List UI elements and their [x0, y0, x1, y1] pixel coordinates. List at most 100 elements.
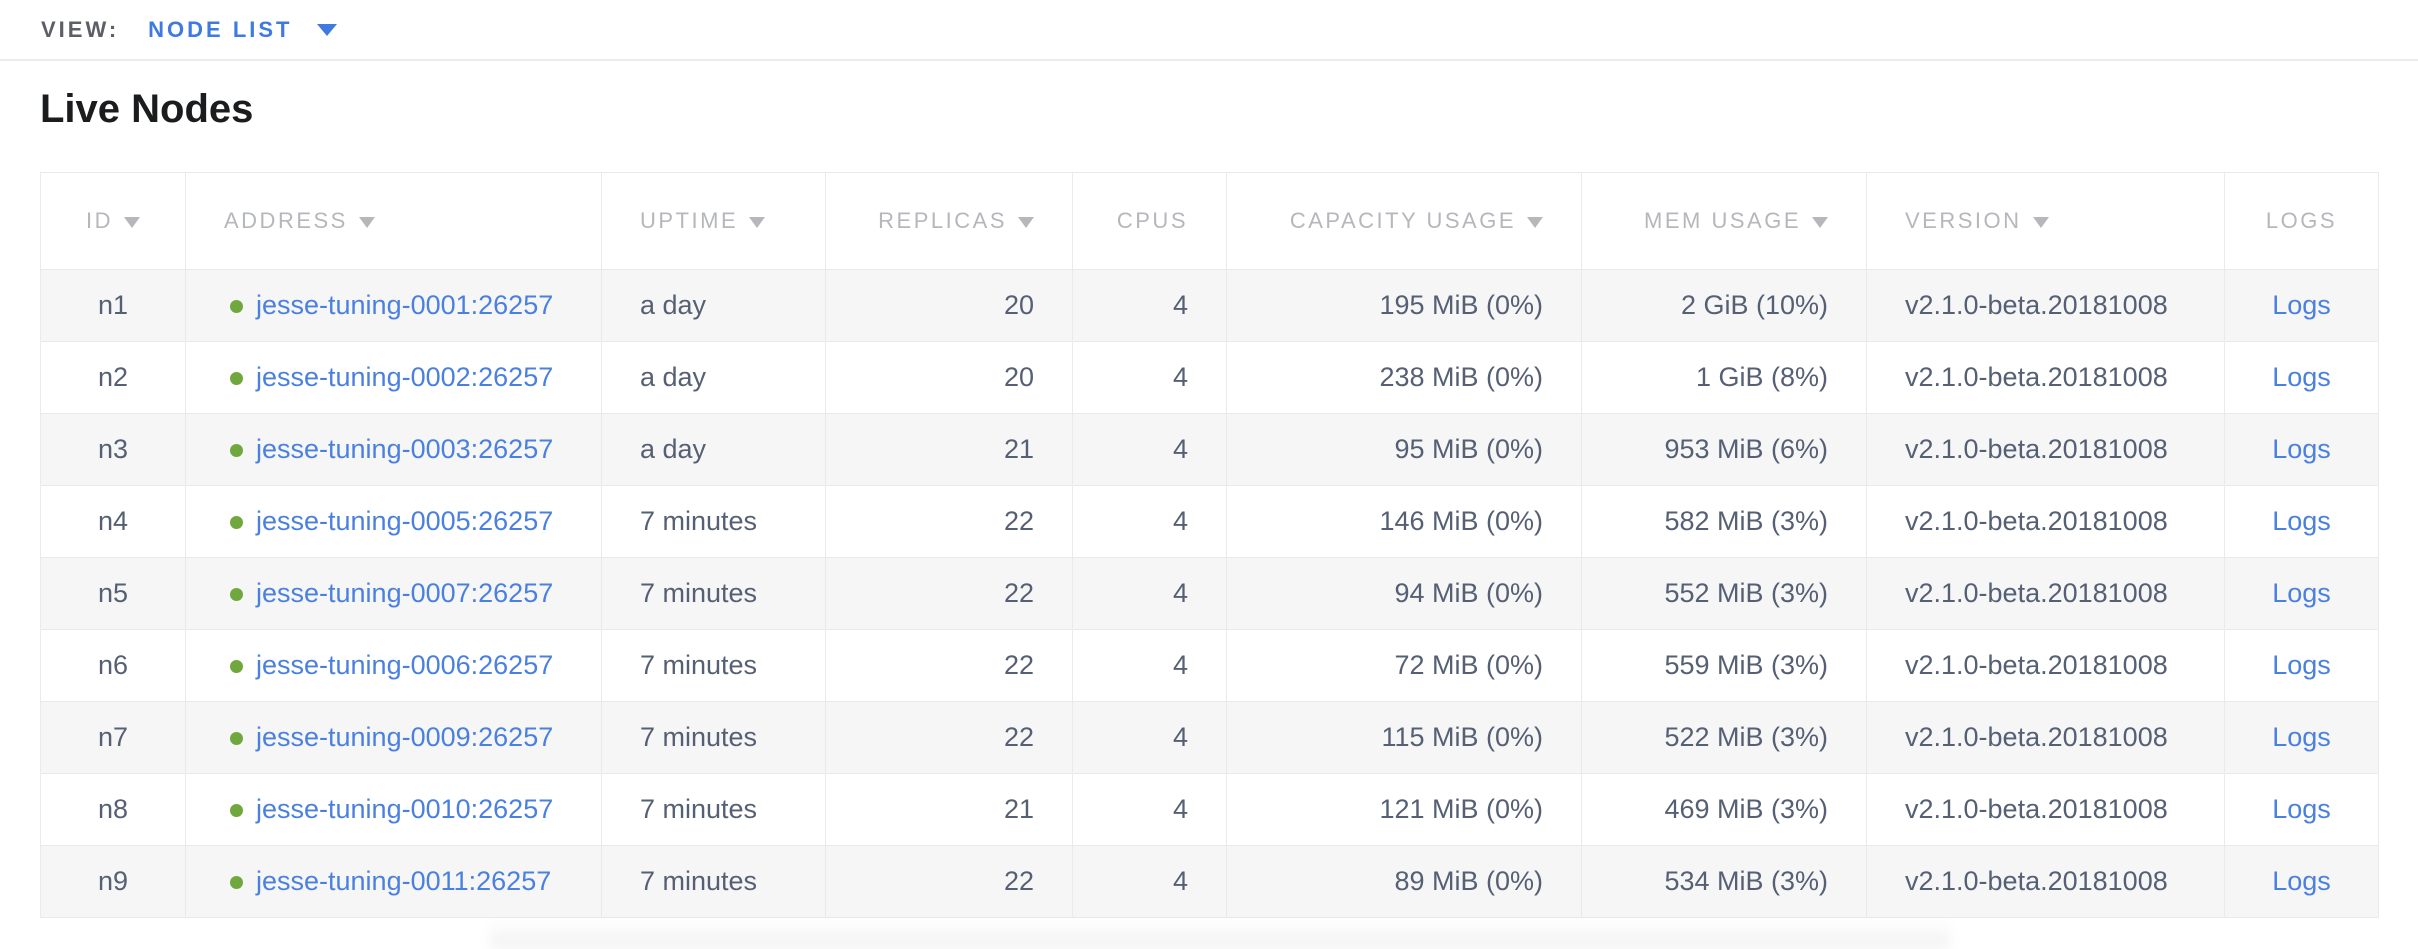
logs-link[interactable]: Logs: [2272, 794, 2331, 824]
cell-value: a day: [640, 434, 707, 464]
cell-value: 7 minutes: [640, 794, 758, 824]
cell-value: 72 MiB (0%): [1394, 650, 1543, 680]
cell-value: 21: [1003, 794, 1034, 824]
column-header-logs: LOGS: [2224, 172, 2379, 270]
cell-value: n2: [97, 362, 129, 392]
sort-desc-icon: [1527, 217, 1543, 228]
cell-capacity: 121 MiB (0%): [1226, 773, 1582, 846]
cell-mem: 552 MiB (3%): [1581, 557, 1867, 630]
cell-value: 4: [1172, 650, 1188, 680]
logs-link[interactable]: Logs: [2272, 650, 2331, 680]
table-row: n3 jesse-tuning-0003:26257 a day 21 4 95 MiB …: [40, 413, 2379, 486]
logs-link[interactable]: Logs: [2272, 578, 2331, 608]
node-address-link[interactable]: jesse-tuning-0005:26257: [256, 506, 554, 536]
cell-value: 95 MiB (0%): [1394, 434, 1543, 464]
column-header-id[interactable]: ID: [40, 172, 186, 270]
cell-capacity: 94 MiB (0%): [1226, 557, 1582, 630]
cell-value: 22: [1003, 506, 1034, 536]
column-header-label: LOGS: [2265, 208, 2338, 233]
cell-value: 953 MiB (6%): [1664, 434, 1828, 464]
sort-desc-icon: [124, 217, 140, 228]
cell-logs: Logs: [2224, 845, 2379, 918]
cell-mem: 559 MiB (3%): [1581, 629, 1867, 702]
table-row: n7 jesse-tuning-0009:26257 7 minutes 22 4 115…: [40, 701, 2379, 774]
node-address-link[interactable]: jesse-tuning-0007:26257: [256, 578, 554, 608]
node-address-link[interactable]: jesse-tuning-0006:26257: [256, 650, 554, 680]
table-row: n6 jesse-tuning-0006:26257 7 minutes 22 4 72 …: [40, 629, 2379, 702]
column-header-uptime[interactable]: UPTIME: [601, 172, 826, 270]
table-row: n1 jesse-tuning-0001:26257 a day 20 4 195 MiB…: [40, 269, 2379, 342]
logs-link[interactable]: Logs: [2272, 434, 2331, 464]
view-selector-dropdown[interactable]: NODE LIST: [148, 17, 337, 43]
column-header-address[interactable]: ADDRESS: [185, 172, 602, 270]
cell-version: v2.1.0-beta.20181008: [1866, 341, 2225, 414]
column-header-capacity[interactable]: CAPACITY USAGE: [1226, 172, 1582, 270]
node-status-dot: [230, 588, 243, 601]
cell-value: v2.1.0-beta.20181008: [1905, 290, 2168, 320]
cell-value: 20: [1003, 362, 1034, 392]
node-address-link[interactable]: jesse-tuning-0010:26257: [256, 794, 554, 824]
node-status-dot: [230, 660, 243, 673]
cell-value: 559 MiB (3%): [1664, 650, 1828, 680]
cell-value: 22: [1003, 578, 1034, 608]
sort-desc-icon: [1812, 217, 1828, 228]
cell-value: 146 MiB (0%): [1379, 506, 1543, 536]
cell-cpus: 4: [1072, 629, 1227, 702]
cell-cpus: 4: [1072, 701, 1227, 774]
cell-uptime: a day: [601, 341, 826, 414]
cell-value: 1 GiB (8%): [1695, 362, 1828, 392]
cell-logs: Logs: [2224, 485, 2379, 558]
table-header-row: ID ADDRESS UPTIME REPLICAS CPUS CAPACITY USAG…: [40, 172, 2379, 270]
logs-link[interactable]: Logs: [2272, 722, 2331, 752]
cell-value: 4: [1172, 722, 1188, 752]
cell-version: v2.1.0-beta.20181008: [1866, 701, 2225, 774]
cell-capacity: 195 MiB (0%): [1226, 269, 1582, 342]
column-header-label: UPTIME: [640, 208, 739, 233]
cell-mem: 1 GiB (8%): [1581, 341, 1867, 414]
column-header-version[interactable]: VERSION: [1866, 172, 2225, 270]
logs-link[interactable]: Logs: [2272, 866, 2331, 896]
node-address-link[interactable]: jesse-tuning-0011:26257: [256, 866, 552, 896]
cell-id: n6: [40, 629, 186, 702]
node-status-dot: [230, 372, 243, 385]
node-address-link[interactable]: jesse-tuning-0009:26257: [256, 722, 554, 752]
column-header-label: VERSION: [1905, 208, 2022, 233]
node-address-link[interactable]: jesse-tuning-0002:26257: [256, 362, 554, 392]
cell-value: n8: [97, 794, 129, 824]
cell-value: 7 minutes: [640, 722, 758, 752]
cell-value: 4: [1172, 434, 1188, 464]
cell-value: n9: [97, 866, 129, 896]
chevron-down-icon: [316, 23, 337, 36]
logs-link[interactable]: Logs: [2272, 362, 2331, 392]
cell-value: 2 GiB (10%): [1680, 290, 1828, 320]
table-row: n8 jesse-tuning-0010:26257 7 minutes 21 4 121…: [40, 773, 2379, 846]
cell-uptime: 7 minutes: [601, 485, 826, 558]
cell-cpus: 4: [1072, 845, 1227, 918]
node-address-link[interactable]: jesse-tuning-0001:26257: [256, 290, 554, 320]
column-header-replicas[interactable]: REPLICAS: [825, 172, 1073, 270]
cell-address: jesse-tuning-0010:26257: [185, 773, 602, 846]
cell-mem: 469 MiB (3%): [1581, 773, 1867, 846]
cell-value: 238 MiB (0%): [1379, 362, 1543, 392]
cell-value: v2.1.0-beta.20181008: [1905, 866, 2168, 896]
cell-cpus: 4: [1072, 485, 1227, 558]
column-header-label: REPLICAS: [878, 208, 1007, 233]
table-row: n5 jesse-tuning-0007:26257 7 minutes 22 4 94 …: [40, 557, 2379, 630]
cell-address: jesse-tuning-0001:26257: [185, 269, 602, 342]
cell-uptime: 7 minutes: [601, 773, 826, 846]
cell-value: a day: [640, 290, 707, 320]
column-header-mem[interactable]: MEM USAGE: [1581, 172, 1867, 270]
cell-replicas: 20: [825, 341, 1073, 414]
cell-replicas: 22: [825, 557, 1073, 630]
node-status-dot: [230, 732, 243, 745]
cell-value: 115 MiB (0%): [1381, 722, 1543, 752]
node-address-link[interactable]: jesse-tuning-0003:26257: [256, 434, 554, 464]
sort-desc-icon: [358, 217, 375, 228]
column-header-label: CPUS: [1116, 208, 1188, 233]
cell-replicas: 20: [825, 269, 1073, 342]
logs-link[interactable]: Logs: [2272, 290, 2331, 320]
logs-link[interactable]: Logs: [2272, 506, 2331, 536]
sort-desc-icon: [2032, 217, 2049, 228]
cell-value: 4: [1172, 578, 1188, 608]
cell-value: 522 MiB (3%): [1664, 722, 1828, 752]
